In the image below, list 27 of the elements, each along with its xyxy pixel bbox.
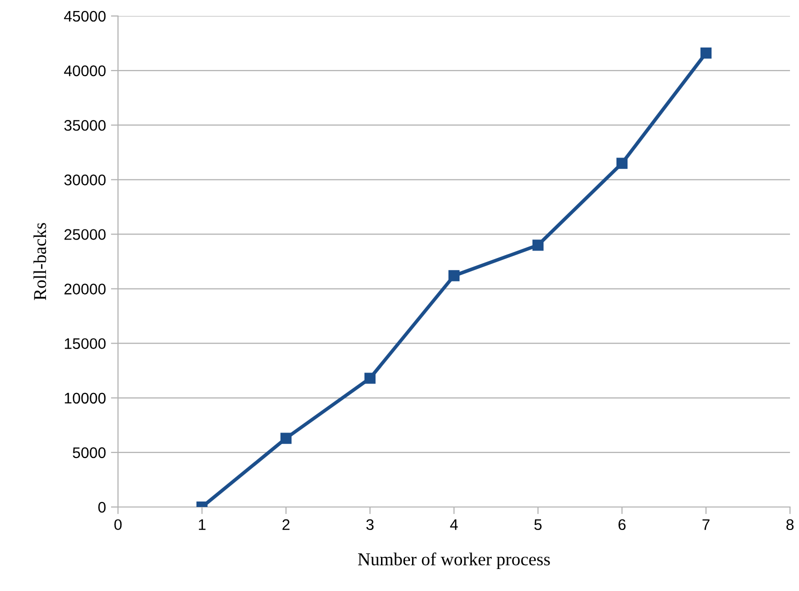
y-tick-label: 30000: [64, 174, 106, 186]
point: [364, 372, 376, 384]
x-tick-label: 6: [618, 519, 626, 530]
y-tick-label: 15000: [64, 338, 106, 350]
y-tick-label: 0: [98, 502, 106, 513]
y-tick-label: 10000: [64, 392, 106, 404]
x-tick-label: 1: [198, 519, 206, 530]
point: [448, 270, 460, 282]
y-tick-label: 20000: [64, 284, 106, 294]
point: [280, 432, 292, 444]
y-tick-label: 5000: [72, 447, 106, 458]
x-tick-label: 4: [450, 519, 458, 530]
y-tick-label: 45000: [64, 10, 106, 22]
x-tick-label: 0: [114, 519, 122, 530]
x-tick-label: 3: [366, 519, 374, 530]
y-tick-label: 25000: [64, 229, 106, 240]
x-tick-label: 5: [534, 519, 542, 530]
x-tick-label: 2: [282, 519, 290, 530]
x-tick-label: 8: [786, 519, 794, 530]
point: [532, 240, 544, 251]
y-axis-title: Roll-backs: [33, 223, 46, 300]
point: [616, 158, 628, 169]
y-tick-label: 40000: [64, 65, 106, 76]
x-axis-title: Number of worker process: [358, 552, 550, 570]
y-tick-label: 35000: [64, 120, 106, 131]
x-tick-label: 7: [702, 519, 710, 530]
point: [700, 48, 712, 59]
